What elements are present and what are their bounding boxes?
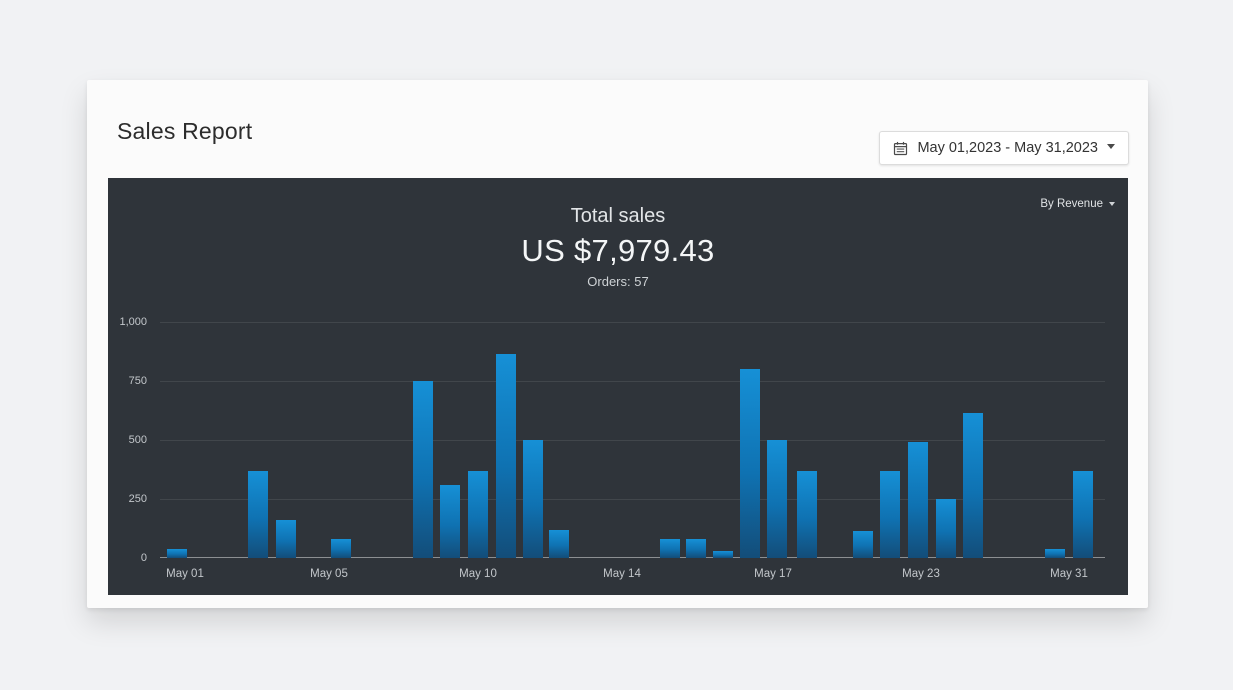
chart-bar[interactable]	[413, 381, 433, 558]
gridline	[160, 440, 1105, 441]
chart-bar[interactable]	[797, 470, 817, 558]
y-axis-label: 1,000	[119, 316, 147, 328]
chart-bar[interactable]	[660, 539, 680, 558]
chart-bar[interactable]	[440, 484, 460, 558]
chart-bar[interactable]	[908, 442, 928, 558]
chart-bar[interactable]	[549, 529, 569, 558]
gridline	[160, 499, 1105, 500]
chart-bar[interactable]	[853, 530, 873, 558]
chart-title: Total sales	[570, 205, 666, 227]
by-revenue-dropdown[interactable]: By Revenue	[1040, 198, 1115, 210]
chart-header: Total sales US $7,979.43 Orders: 57	[108, 204, 1128, 290]
x-axis-label: May 05	[310, 568, 348, 580]
chevron-down-icon	[1107, 143, 1115, 149]
x-axis-line	[160, 557, 1105, 558]
chart-bar[interactable]	[936, 499, 956, 558]
orders-count: Orders: 57	[587, 274, 649, 289]
chart-bar[interactable]	[1045, 548, 1065, 558]
chart-bar[interactable]	[880, 470, 900, 558]
total-sales-value: US $7,979.43	[521, 233, 715, 268]
chart-bar[interactable]	[963, 412, 983, 558]
chart-bar[interactable]	[740, 369, 760, 558]
sales-report-card: Sales Report May 01,2023 - May 31,2023 T…	[87, 80, 1148, 608]
date-range-label: May 01,2023 - May 31,2023	[917, 140, 1098, 156]
sales-chart-panel: Total sales US $7,979.43 Orders: 57 By R…	[108, 178, 1128, 595]
chart-bar[interactable]	[248, 470, 268, 558]
x-axis-label: May 14	[603, 568, 641, 580]
y-axis-label: 250	[128, 493, 147, 505]
by-revenue-label: By Revenue	[1040, 198, 1103, 210]
x-axis-label: May 01	[166, 568, 204, 580]
y-axis-label: 750	[128, 375, 147, 387]
y-axis-label: 500	[128, 434, 147, 446]
chart-bar[interactable]	[713, 550, 733, 558]
calendar-icon	[893, 141, 908, 156]
chart-bar[interactable]	[767, 440, 787, 558]
chevron-down-icon	[1109, 202, 1115, 206]
chart-bar[interactable]	[523, 440, 543, 558]
date-range-button[interactable]: May 01,2023 - May 31,2023	[879, 131, 1129, 165]
chart-bar[interactable]	[468, 470, 488, 558]
x-axis-label: May 17	[754, 568, 792, 580]
chart-bar[interactable]	[496, 353, 516, 558]
bar-chart-plot: 0 250 500 750 1,000 May 01 May 05 May 10 May 14 M…	[119, 316, 1105, 580]
page-title: Sales Report	[117, 118, 253, 144]
chart-bar[interactable]	[167, 548, 187, 558]
gridline	[160, 381, 1105, 382]
x-axis-label: May 10	[459, 568, 497, 580]
chart-bar[interactable]	[331, 539, 351, 558]
x-axis-label: May 31	[1050, 568, 1088, 580]
chart-bar[interactable]	[1073, 470, 1093, 558]
y-axis-label: 0	[140, 552, 147, 564]
chart-bar[interactable]	[276, 520, 296, 558]
x-axis-label: May 23	[902, 568, 940, 580]
gridline	[160, 322, 1105, 323]
chart-bar[interactable]	[686, 539, 706, 558]
